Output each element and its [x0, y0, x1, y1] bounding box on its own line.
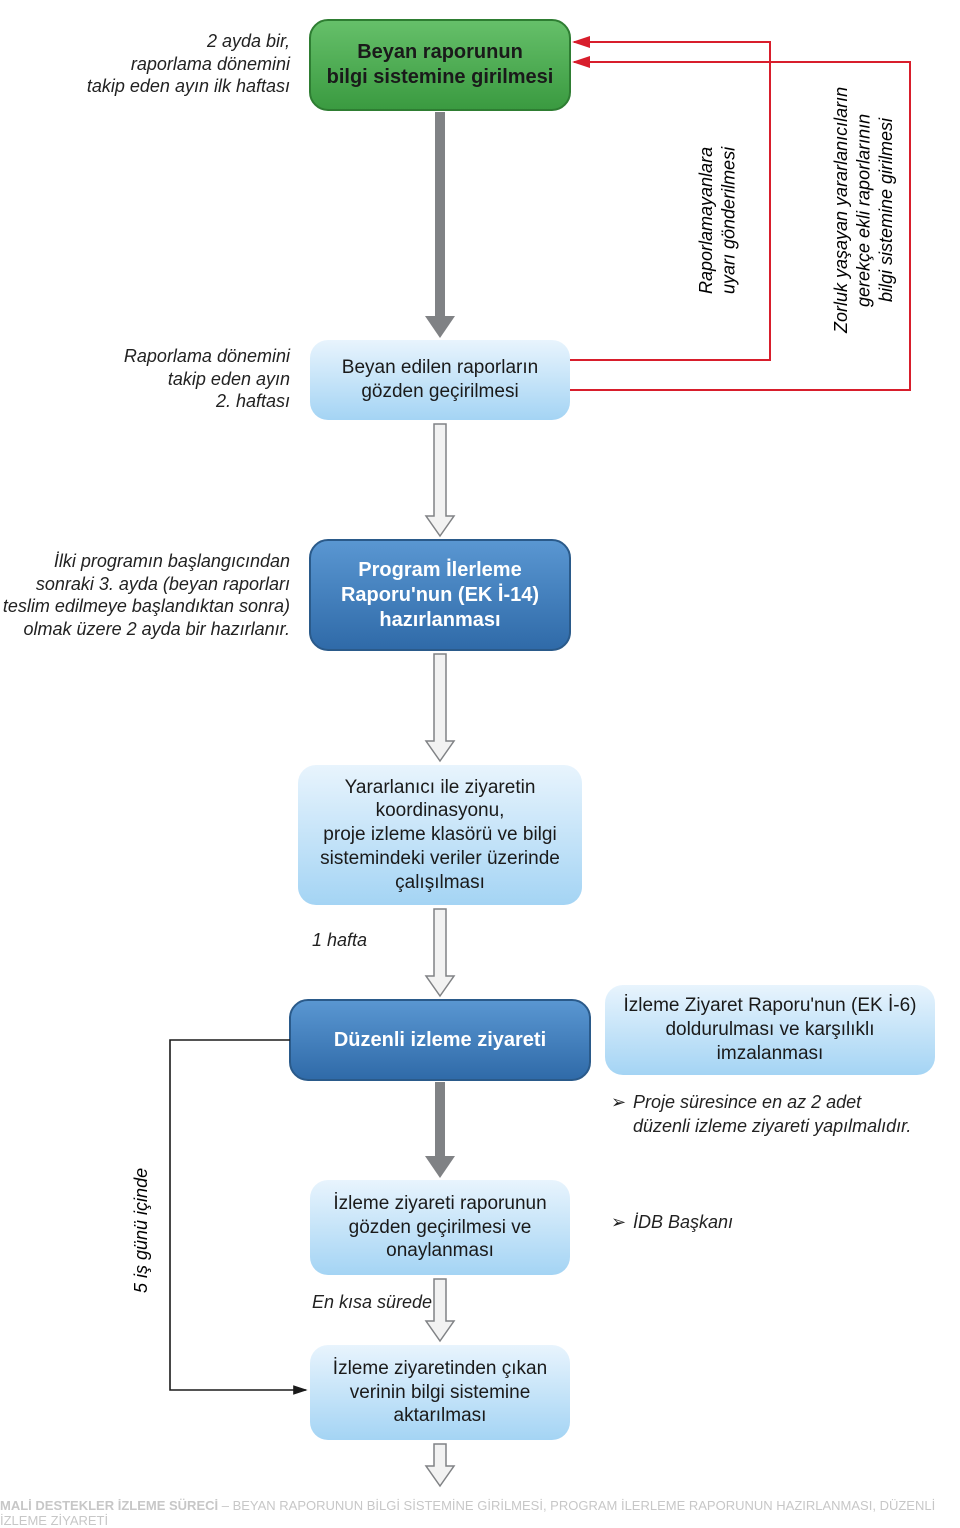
flow-node-sideBox: İzleme Ziyaret Raporu'nun (EK İ-6)doldur…: [605, 985, 935, 1075]
side-note-s1: Proje süresince en az 2 adetdüzenli izle…: [633, 1090, 911, 1139]
vertical-label-v3: 5 iş günü içinde: [130, 1140, 153, 1320]
footer-text: MALİ DESTEKLER İZLEME SÜRECİ – BEYAN RAP…: [0, 1498, 960, 1528]
left-label-l2: Raporlama döneminitakip eden ayın2. haft…: [75, 345, 290, 413]
flow-node-n7: İzleme ziyaretinden çıkanverinin bilgi s…: [310, 1345, 570, 1440]
flow-node-n2: Beyan edilen raporlarıngözden geçirilmes…: [310, 340, 570, 420]
side-note-s2: İDB Başkanı: [633, 1210, 733, 1234]
left-label-l1: 2 ayda bir,raporlama döneminitakip eden …: [45, 30, 290, 98]
flow-node-n4: Yararlanıcı ile ziyaretinkoordinasyonu,p…: [298, 765, 582, 905]
vertical-label-v1: Raporlamayanlarauyarı gönderilmesi: [695, 100, 740, 340]
left-label-l3: İlki programın başlangıcındansonraki 3. …: [0, 550, 290, 640]
flow-node-n1: Beyan raporununbilgi sistemine girilmesi: [310, 20, 570, 110]
flow-node-n5: Düzenli izleme ziyareti: [290, 1000, 590, 1080]
flow-node-n3: Program İlerlemeRaporu'nun (EK İ-14)hazı…: [310, 540, 570, 650]
inline-label-il2: En kısa sürede: [312, 1292, 432, 1313]
vertical-label-v2: Zorluk yaşayan yararlanıcılarıngerekçe e…: [830, 60, 898, 360]
flow-node-n6: İzleme ziyareti raporunungözden geçirilm…: [310, 1180, 570, 1275]
inline-label-il1: 1 hafta: [312, 930, 367, 951]
